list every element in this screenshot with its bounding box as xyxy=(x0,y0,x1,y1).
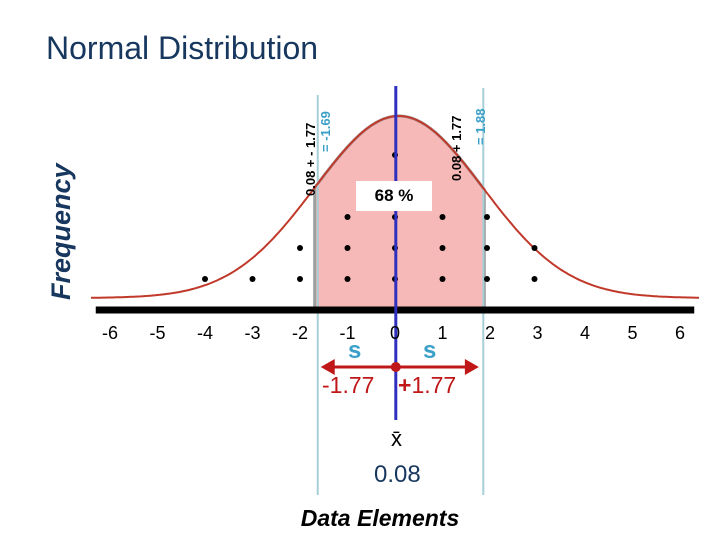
data-dot xyxy=(297,245,303,251)
x-tick-label: -2 xyxy=(292,323,308,343)
data-dot xyxy=(249,276,256,282)
x-tick-label: -4 xyxy=(197,323,213,343)
x-tick-label: 4 xyxy=(580,323,590,343)
data-dot xyxy=(531,276,538,282)
data-dot xyxy=(439,214,446,220)
x-tick-label: 1 xyxy=(437,323,447,343)
data-dot xyxy=(344,245,351,251)
sd-arrow-left-head xyxy=(320,359,335,375)
data-dot xyxy=(344,276,351,282)
x-tick-label: -5 xyxy=(149,323,165,343)
data-dot xyxy=(484,214,490,220)
y-axis-label: Frequency xyxy=(46,163,76,300)
x-tick-label: -6 xyxy=(102,323,118,343)
mean-symbol: x̄ xyxy=(391,426,402,451)
x-tick-label: 3 xyxy=(532,323,542,343)
x-tick-label: 0 xyxy=(390,323,400,343)
percent-label: 68 % xyxy=(356,181,432,211)
data-dot xyxy=(439,276,446,282)
data-dot xyxy=(484,245,490,251)
upper-bound-expression: 0.08 + 1.77 xyxy=(449,115,464,181)
sd-arrow-center-dot xyxy=(390,362,401,372)
data-dot xyxy=(297,276,303,282)
sd-left-symbol: s xyxy=(348,337,362,364)
data-dot xyxy=(531,245,538,251)
chart-title: Normal Distribution xyxy=(46,30,319,66)
mean-value: 0.08 xyxy=(374,461,421,488)
sd-right-symbol: s xyxy=(423,337,437,364)
x-axis-label: Data Elements xyxy=(300,505,460,531)
sd-arrow-right-head xyxy=(464,359,479,375)
sd-plus-value: +1.77 xyxy=(398,372,456,399)
data-dot xyxy=(202,276,208,282)
sd-minus-value: -1.77 xyxy=(322,372,375,398)
x-tick-label: -3 xyxy=(244,323,260,343)
x-tick-label: -1 xyxy=(339,323,355,343)
x-tick-label: 2 xyxy=(485,323,495,343)
data-dot xyxy=(344,214,351,220)
data-dot xyxy=(484,276,490,282)
upper-bound-result: = 1.88 xyxy=(473,108,488,145)
sd-plus-sign: + xyxy=(398,372,412,398)
x-tick-label: 6 xyxy=(675,323,685,343)
lower-bound-expression: 0.08 + - 1.77 xyxy=(303,122,318,196)
lower-bound-result: = -1.69 xyxy=(318,111,333,152)
sd-plus-number: 1.77 xyxy=(411,372,457,398)
x-tick-label: 5 xyxy=(627,323,637,343)
data-dot xyxy=(439,245,446,251)
